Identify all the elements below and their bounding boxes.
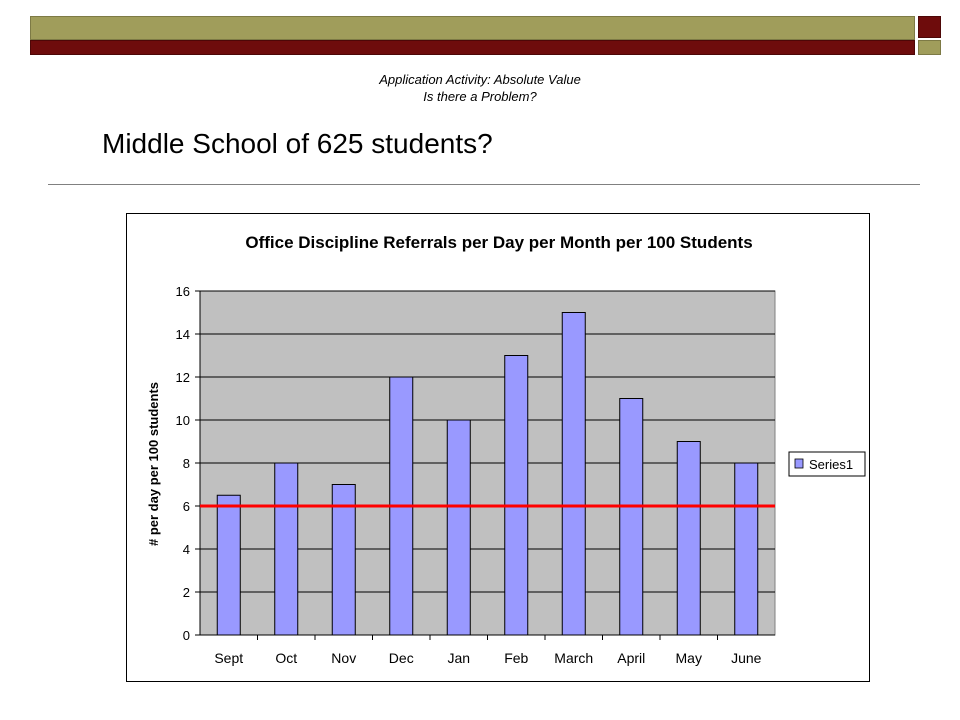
bar bbox=[446, 419, 471, 636]
y-tick-label: 2 bbox=[183, 585, 190, 600]
bar bbox=[274, 462, 299, 636]
y-tick-label: 0 bbox=[183, 628, 190, 643]
bar bbox=[331, 484, 356, 636]
header-band-maroon bbox=[30, 40, 915, 55]
x-tick-label: June bbox=[731, 650, 762, 666]
x-tick-label: Feb bbox=[504, 650, 528, 666]
header-square-olive bbox=[918, 40, 941, 55]
slide-heading: Middle School of 625 students? bbox=[102, 128, 493, 159]
header-band-olive bbox=[30, 16, 915, 40]
y-axis-label: # per day per 100 students bbox=[146, 382, 161, 546]
x-tick-label: Sept bbox=[214, 650, 243, 666]
chart-frame: Office Discipline Referrals per Day per … bbox=[126, 213, 870, 682]
y-tick-label: 6 bbox=[183, 499, 190, 514]
x-tick-label: May bbox=[676, 650, 702, 666]
y-tick-label: 16 bbox=[176, 284, 190, 299]
x-tick-label: Jan bbox=[447, 650, 470, 666]
subtitle-line-2: Is there a Problem? bbox=[423, 89, 537, 104]
x-tick-label: Dec bbox=[389, 650, 414, 666]
header-square-maroon bbox=[918, 16, 941, 38]
x-tick-label: March bbox=[554, 650, 593, 666]
legend: Series1 bbox=[788, 451, 866, 477]
x-tick-label: Nov bbox=[331, 650, 356, 666]
y-tick-label: 8 bbox=[183, 456, 190, 471]
bar bbox=[676, 441, 701, 636]
chart-title: Office Discipline Referrals per Day per … bbox=[245, 233, 752, 252]
legend-swatch bbox=[794, 458, 804, 469]
bar bbox=[619, 398, 644, 636]
subtitle-line-1: Application Activity: Absolute Value bbox=[379, 72, 581, 87]
bar bbox=[216, 494, 241, 636]
y-tick-label: 4 bbox=[183, 542, 190, 557]
x-tick-label: Oct bbox=[275, 650, 297, 666]
x-tick-label: April bbox=[617, 650, 645, 666]
y-tick-label: 14 bbox=[176, 327, 190, 342]
y-tick-label: 12 bbox=[176, 370, 190, 385]
bar bbox=[504, 355, 529, 636]
bar bbox=[561, 312, 586, 636]
divider-line bbox=[48, 184, 920, 185]
y-tick-label: 10 bbox=[176, 413, 190, 428]
bar-chart: Office Discipline Referrals per Day per … bbox=[146, 233, 866, 666]
bar bbox=[734, 462, 759, 636]
legend-label: Series1 bbox=[809, 457, 853, 472]
